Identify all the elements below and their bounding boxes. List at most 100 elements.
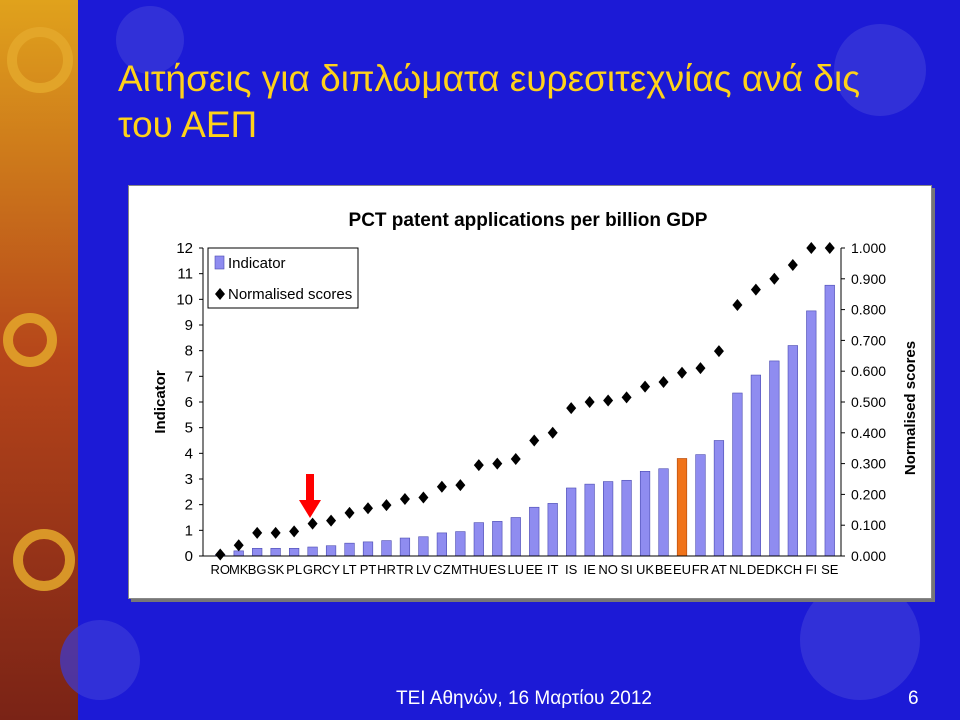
x-tick-label-si: SI: [620, 562, 632, 577]
x-tick-label-eu: EU: [673, 562, 691, 577]
x-tick-label-de: DE: [747, 562, 765, 577]
point-be: [658, 375, 669, 388]
bar-fr: [695, 454, 706, 557]
x-tick-label-mk: MK: [229, 562, 249, 577]
point-es: [492, 457, 503, 470]
y2-tick-label: 0.600: [851, 363, 886, 379]
x-tick-label-nl: NL: [729, 562, 746, 577]
bar-lt: [344, 542, 355, 557]
y-tick-label: 9: [185, 317, 193, 334]
point-mt: [455, 479, 466, 492]
bar-uk: [639, 470, 651, 557]
point-si: [621, 391, 632, 404]
point-eu: [677, 366, 687, 379]
x-tick-label-fi: FI: [806, 562, 818, 577]
point-se: [824, 242, 835, 254]
y2-axis-title: Normalised scores: [902, 341, 919, 475]
x-tick-label-gr: GR: [303, 562, 323, 577]
x-tick-label-be: BE: [655, 562, 673, 577]
bar-pt: [362, 541, 374, 557]
pct-chart: PCT patent applications per billion GDP …: [152, 210, 919, 577]
point-nl: [732, 298, 743, 311]
x-tick-label-mt: MT: [451, 562, 470, 577]
x-tick-label-cy: CY: [322, 562, 340, 577]
point-ee: [529, 434, 540, 447]
y-tick-label: 2: [185, 497, 193, 514]
point-lv: [418, 491, 429, 504]
y2-tick-label: 0.800: [851, 302, 886, 318]
legend-label-normalised: Normalised scores: [228, 286, 352, 303]
x-tick-label-cz: CZ: [433, 562, 450, 577]
point-no: [603, 394, 614, 407]
x-tick-label-lt: LT: [342, 562, 356, 577]
bar-se: [824, 284, 835, 557]
bar-bg: [252, 547, 263, 557]
y-tick-label: 1: [185, 522, 193, 539]
bar-de: [750, 374, 761, 557]
y2-tick-label: 0.100: [851, 517, 886, 533]
bar-no: [603, 481, 614, 557]
point-hr: [381, 499, 392, 512]
point-fi: [806, 242, 817, 254]
bar-ee: [529, 506, 540, 557]
y2-tick-label: 0.200: [851, 486, 886, 502]
y2-tick-label: 0.000: [851, 548, 886, 564]
point-at: [713, 345, 724, 358]
x-tick-label-ro: RO: [210, 562, 230, 577]
x-tick-label-at: AT: [711, 562, 727, 577]
x-tick-label-lu: LU: [507, 562, 524, 577]
point-ro: [215, 548, 226, 561]
y-tick-label: 10: [176, 291, 193, 308]
x-tick-label-bg: BG: [248, 562, 267, 577]
bar-lv: [418, 536, 429, 557]
y-tick-label: 5: [185, 420, 193, 437]
y-tick-label: 3: [185, 471, 193, 488]
legend: Indicator Normalised scores: [207, 247, 359, 309]
bar-ch: [787, 345, 798, 557]
chart-panel: PCT patent applications per billion GDP …: [128, 185, 932, 599]
bar-cz: [436, 532, 447, 557]
bar-is: [566, 487, 577, 557]
y-axis-title: Indicator: [152, 370, 169, 434]
y2-tick-label: 0.500: [851, 394, 886, 410]
x-tick-label-es: ES: [489, 562, 507, 577]
slide-title-line-1: Αιτήσεις για διπλώματα ευρεσιτεχνίας ανά…: [118, 58, 861, 99]
point-cz: [436, 480, 447, 493]
red-arrow: [299, 474, 321, 518]
point-is: [566, 402, 577, 415]
x-tick-label-ee: EE: [526, 562, 544, 577]
point-ie: [584, 396, 595, 408]
point-tr: [399, 493, 410, 506]
point-de: [750, 283, 761, 296]
bar-hu: [473, 522, 484, 557]
y2-tick-label: 1.000: [851, 240, 886, 256]
slide-title: Αιτήσεις για διπλώματα ευρεσιτεχνίας ανά…: [118, 56, 938, 148]
x-tick-label-se: SE: [821, 562, 839, 577]
point-mk: [233, 539, 244, 552]
legend-label-indicator: Indicator: [228, 255, 286, 272]
slide-number: 6: [908, 688, 919, 709]
y-tick-label: 7: [185, 368, 193, 385]
x-tick-label-hr: HR: [377, 562, 396, 577]
x-tick-label-ie: IE: [583, 562, 596, 577]
x-tick-label-pt: PT: [360, 562, 377, 577]
x-tick-label-uk: UK: [636, 562, 654, 577]
y-tick-label: 6: [185, 394, 193, 411]
point-ch: [787, 258, 798, 271]
y2-tick-label: 0.700: [851, 332, 886, 348]
x-tick-label-tr: TR: [396, 562, 413, 577]
x-tick-label-is: IS: [565, 562, 578, 577]
bar-sk: [270, 547, 281, 557]
point-gr: [307, 517, 318, 530]
x-tick-label-no: NO: [598, 562, 618, 577]
x-tick-label-sk: SK: [267, 562, 285, 577]
point-lt: [344, 506, 355, 519]
bar-it: [547, 503, 558, 557]
bar-mk: [233, 550, 244, 557]
y-tick-label: 8: [185, 343, 193, 360]
bar-si: [621, 479, 632, 557]
point-cy: [326, 514, 337, 527]
bar-at: [713, 440, 725, 557]
bar-ie: [584, 483, 595, 557]
y-tick-label: 0: [185, 548, 193, 565]
